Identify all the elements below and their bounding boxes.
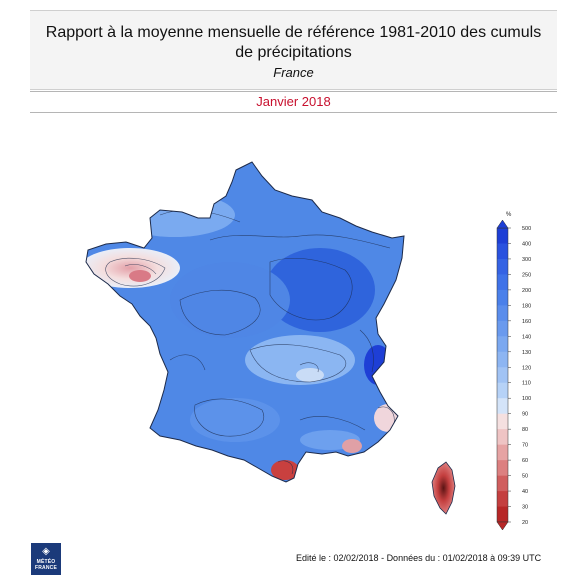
meteo-france-logo: ◈ MÉTÉO FRANCE xyxy=(31,543,61,575)
legend-level-label: 200 xyxy=(522,288,531,294)
legend-level-label: 120 xyxy=(522,365,531,371)
legend-level-label: 60 xyxy=(522,458,528,464)
legend-swatch xyxy=(497,382,508,399)
legend-level-label: 50 xyxy=(522,474,528,480)
divider-top xyxy=(30,91,557,92)
legend-swatch xyxy=(497,413,508,430)
title-box: Rapport à la moyenne mensuelle de référe… xyxy=(30,10,557,90)
region-subtitle: France xyxy=(273,65,314,80)
map-title-line-1: Rapport à la moyenne mensuelle de référe… xyxy=(45,24,542,41)
logo-symbol: ◈ xyxy=(42,546,50,557)
legend-swatch xyxy=(497,320,508,337)
legend-level-label: 80 xyxy=(522,427,528,433)
legend-swatch xyxy=(497,289,508,306)
logo-line-1: MÉTÉO xyxy=(36,559,56,565)
legend-level-label: 160 xyxy=(522,319,531,325)
legend-swatch xyxy=(497,491,508,507)
legend-level-label: 140 xyxy=(522,334,531,340)
edition-info: Edité le : 02/02/2018 - Données du : 01/… xyxy=(296,553,542,563)
period-label: Janvier 2018 xyxy=(256,94,331,109)
legend-swatch xyxy=(497,258,508,275)
legend-swatch xyxy=(497,460,508,476)
legend-swatch xyxy=(497,274,508,291)
legend-swatch xyxy=(497,228,508,244)
legend-swatch xyxy=(497,336,508,353)
divider-bottom xyxy=(30,112,557,113)
legend-level-label: 110 xyxy=(522,381,531,387)
legend-level-label: 20 xyxy=(522,520,528,526)
legend-level-label: 130 xyxy=(522,350,531,356)
legend-level-label: 400 xyxy=(522,241,531,247)
legend-arrow-bottom xyxy=(496,521,509,531)
corsica-region xyxy=(431,461,456,515)
legend-level-label: 40 xyxy=(522,489,528,495)
logo-line-2: FRANCE xyxy=(34,565,58,571)
map-title-line-2: de précipitations xyxy=(235,44,352,61)
legend-level-label: 300 xyxy=(522,257,531,263)
legend-swatch xyxy=(497,444,508,461)
legend-level-label: 90 xyxy=(522,412,528,418)
legend-swatch xyxy=(497,506,508,523)
legend-swatch xyxy=(497,305,508,322)
legend-swatch xyxy=(497,243,508,260)
legend-level-label: 250 xyxy=(522,272,531,278)
legend-swatch xyxy=(497,351,508,368)
legend-unit: % xyxy=(506,212,512,218)
legend-swatch xyxy=(497,398,508,414)
legend-level-label: 70 xyxy=(522,443,528,449)
legend-level-label: 500 xyxy=(522,226,531,232)
legend-level-label: 180 xyxy=(522,303,531,309)
legend-level-label: 30 xyxy=(522,505,528,511)
legend-swatch xyxy=(497,367,508,384)
legend-arrow-top xyxy=(496,219,509,229)
legend-swatch xyxy=(497,475,508,492)
legend-swatch xyxy=(497,429,508,445)
legend-level-label: 100 xyxy=(522,396,531,402)
